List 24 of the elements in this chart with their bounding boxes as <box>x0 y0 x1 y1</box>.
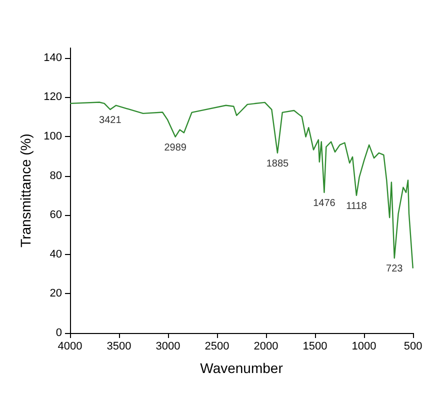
y-tick-label: 100 <box>44 130 62 142</box>
x-axis-title: Wavenumber <box>200 360 284 376</box>
x-tick-label: 500 <box>404 340 422 352</box>
y-tick-label: 120 <box>44 91 62 104</box>
y-axis-title: Transmittance (%) <box>18 134 34 248</box>
x-tick-label: 1000 <box>352 340 376 352</box>
annotation: 1885 <box>266 158 290 170</box>
x-tick-label: 3000 <box>156 340 180 352</box>
x-tick-label: 4000 <box>58 340 82 352</box>
annotation: 1118 <box>346 200 368 212</box>
x-tick-label: 3500 <box>106 340 132 352</box>
y-tick-label: 140 <box>44 52 62 64</box>
annotation: 3421 <box>99 115 122 126</box>
x-tick-label: 2500 <box>204 340 230 352</box>
annotation: 2989 <box>164 142 187 154</box>
y-tick-label: 60 <box>50 209 62 222</box>
x-tick-label: 1500 <box>302 340 328 352</box>
y-tick-label: 0 <box>56 327 62 339</box>
y-tick-label: 40 <box>50 248 62 260</box>
annotation: 723 <box>386 264 404 275</box>
annotation: 1476 <box>313 198 336 209</box>
y-tick-label: 20 <box>50 288 62 300</box>
y-tick-label: 80 <box>50 170 62 182</box>
x-tick-label: 2000 <box>254 340 278 352</box>
